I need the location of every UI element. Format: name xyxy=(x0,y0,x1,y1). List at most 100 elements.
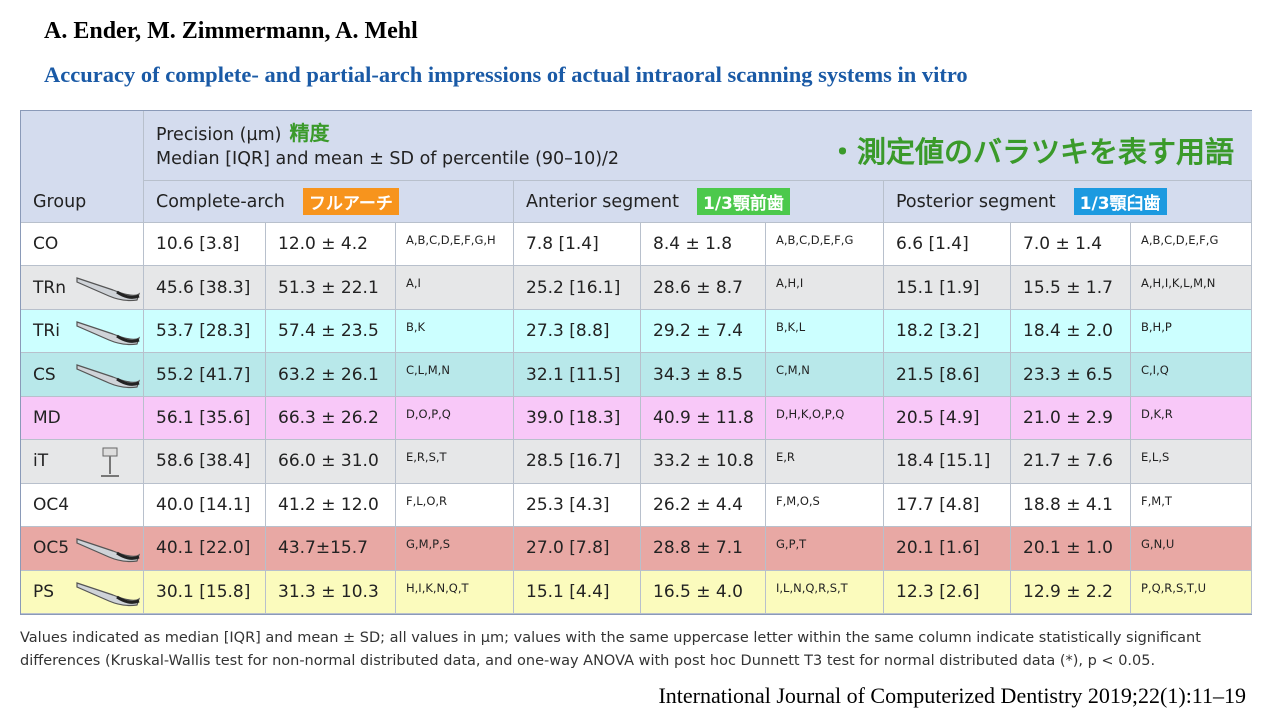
data-cell: A,B,C,D,E,F,G,H xyxy=(396,223,514,267)
data-cell: 28.5 [16.7] xyxy=(514,440,641,484)
precision-line: Precision (µm) 精度 xyxy=(156,121,1252,147)
data-cell: 16.5 ± 4.0 xyxy=(641,570,766,614)
data-cell: D,O,P,Q xyxy=(396,396,514,441)
data-cell: 56.1 [35.6] xyxy=(144,396,266,441)
segment-header: Anterior segment 1/3顎前歯 xyxy=(514,181,884,223)
data-cell: 51.3 ± 22.1 xyxy=(266,266,396,310)
data-cell: 17.7 [4.8] xyxy=(884,483,1011,528)
data-cell: 26.2 ± 4.4 xyxy=(641,483,766,528)
data-cell: 12.9 ± 2.2 xyxy=(1011,570,1131,614)
data-cell: A,B,C,D,E,F,G xyxy=(1131,223,1252,267)
group-cell: OC4 xyxy=(21,483,144,528)
data-cell: G,P,T xyxy=(766,527,884,571)
data-cell: 43.7±15.7 xyxy=(266,527,396,571)
data-cell: 20.5 [4.9] xyxy=(884,396,1011,441)
group-cell: MD xyxy=(21,396,144,441)
data-cell: 39.0 [18.3] xyxy=(514,396,641,441)
data-cell: 53.7 [28.3] xyxy=(144,309,266,354)
segment-badge: 1/3顎前歯 xyxy=(696,188,790,215)
data-cell: 31.3 ± 10.3 xyxy=(266,570,396,614)
data-cell: 12.0 ± 4.2 xyxy=(266,223,396,267)
data-cell: C,L,M,N xyxy=(396,353,514,397)
data-cell: F,L,O,R xyxy=(396,483,514,528)
data-cell: 6.6 [1.4] xyxy=(884,223,1011,267)
data-cell: B,H,P xyxy=(1131,309,1252,354)
data-cell: 57.4 ± 23.5 xyxy=(266,309,396,354)
data-cell: 28.8 ± 7.1 xyxy=(641,527,766,571)
data-cell: 34.3 ± 8.5 xyxy=(641,353,766,397)
segment-name: Anterior segment xyxy=(526,191,679,212)
data-cell: 25.2 [16.1] xyxy=(514,266,641,310)
data-cell: 28.6 ± 8.7 xyxy=(641,266,766,310)
data-cell: D,K,R xyxy=(1131,396,1252,441)
data-cell: 15.1 [1.9] xyxy=(884,266,1011,310)
data-cell: A,B,C,D,E,F,G xyxy=(766,223,884,267)
group-cell: CO xyxy=(21,223,144,267)
data-cell: F,M,O,S xyxy=(766,483,884,528)
data-cell: 21.5 [8.6] xyxy=(884,353,1011,397)
data-cell: B,K xyxy=(396,309,514,354)
data-cell: 45.6 [38.3] xyxy=(144,266,266,310)
data-cell: 7.0 ± 1.4 xyxy=(1011,223,1131,267)
data-cell: 58.6 [38.4] xyxy=(144,440,266,484)
segment-badge: 1/3顎臼歯 xyxy=(1073,188,1167,215)
group-header: Group xyxy=(21,111,144,223)
data-cell: F,M,T xyxy=(1131,483,1252,528)
data-cell: 18.8 ± 4.1 xyxy=(1011,483,1131,528)
segment-name: Posterior segment xyxy=(896,191,1056,212)
data-cell: A,H,I xyxy=(766,266,884,310)
data-cell: E,R,S,T xyxy=(396,440,514,484)
data-cell: G,M,P,S xyxy=(396,527,514,571)
data-cell: 66.0 ± 31.0 xyxy=(266,440,396,484)
data-cell: 63.2 ± 26.1 xyxy=(266,353,396,397)
authors: A. Ender, M. Zimmermann, A. Mehl xyxy=(44,18,418,44)
title: Accuracy of complete- and partial-arch i… xyxy=(44,62,968,87)
data-cell: I,L,N,Q,R,S,T xyxy=(766,570,884,614)
data-cell: 27.0 [7.8] xyxy=(514,527,641,571)
data-cell: 55.2 [41.7] xyxy=(144,353,266,397)
data-cell: 18.2 [3.2] xyxy=(884,309,1011,354)
note-jp: ・測定値のバラツキを表す用語 xyxy=(827,135,1234,169)
data-cell: 40.9 ± 11.8 xyxy=(641,396,766,441)
scanner-icon xyxy=(76,277,141,302)
data-cell: 18.4 [15.1] xyxy=(884,440,1011,484)
data-cell: 15.5 ± 1.7 xyxy=(1011,266,1131,310)
data-cell: 41.2 ± 12.0 xyxy=(266,483,396,528)
subtitle: Median [IQR] and mean ± SD of percentile… xyxy=(156,149,620,169)
data-cell: 23.3 ± 6.5 xyxy=(1011,353,1131,397)
data-cell: 40.0 [14.1] xyxy=(144,483,266,528)
data-cell: 21.0 ± 2.9 xyxy=(1011,396,1131,441)
data-cell: E,L,S xyxy=(1131,440,1252,484)
data-cell: G,N,U xyxy=(1131,527,1252,571)
data-cell: P,Q,R,S,T,U xyxy=(1131,570,1252,614)
precision-jp: 精度 xyxy=(289,121,330,145)
scanner-icon xyxy=(76,364,141,389)
data-cell: 29.2 ± 7.4 xyxy=(641,309,766,354)
footnote: Values indicated as median [IQR] and mea… xyxy=(20,630,1201,669)
data-cell: 21.7 ± 7.6 xyxy=(1011,440,1131,484)
data-cell: A,I xyxy=(396,266,514,310)
data-cell: 66.3 ± 26.2 xyxy=(266,396,396,441)
data-cell: 8.4 ± 1.8 xyxy=(641,223,766,267)
data-cell: 32.1 [11.5] xyxy=(514,353,641,397)
data-cell: 20.1 [1.6] xyxy=(884,527,1011,571)
group-cell: iT xyxy=(21,440,144,484)
segment-badge: フルアーチ xyxy=(302,188,399,215)
data-cell: 10.6 [3.8] xyxy=(144,223,266,267)
scanner-icon xyxy=(76,321,141,345)
group-cell: TRn xyxy=(21,266,144,310)
citation: International Journal of Computerized De… xyxy=(652,683,1246,709)
scanner-icon xyxy=(76,538,141,563)
data-cell: E,R xyxy=(766,440,884,484)
group-cell: PS xyxy=(21,570,144,614)
data-cell: 30.1 [15.8] xyxy=(144,570,266,614)
data-cell: 20.1 ± 1.0 xyxy=(1011,527,1131,571)
group-cell: OC5 xyxy=(21,527,144,571)
group-cell: TRi xyxy=(21,309,144,354)
scanner-icon xyxy=(76,581,141,606)
segment-name: Complete-arch xyxy=(156,191,285,212)
precision-label: Precision (µm) xyxy=(156,125,282,145)
data-cell: C,I,Q xyxy=(1131,353,1252,397)
segment-header: Complete-arch フルアーチ xyxy=(144,181,514,223)
